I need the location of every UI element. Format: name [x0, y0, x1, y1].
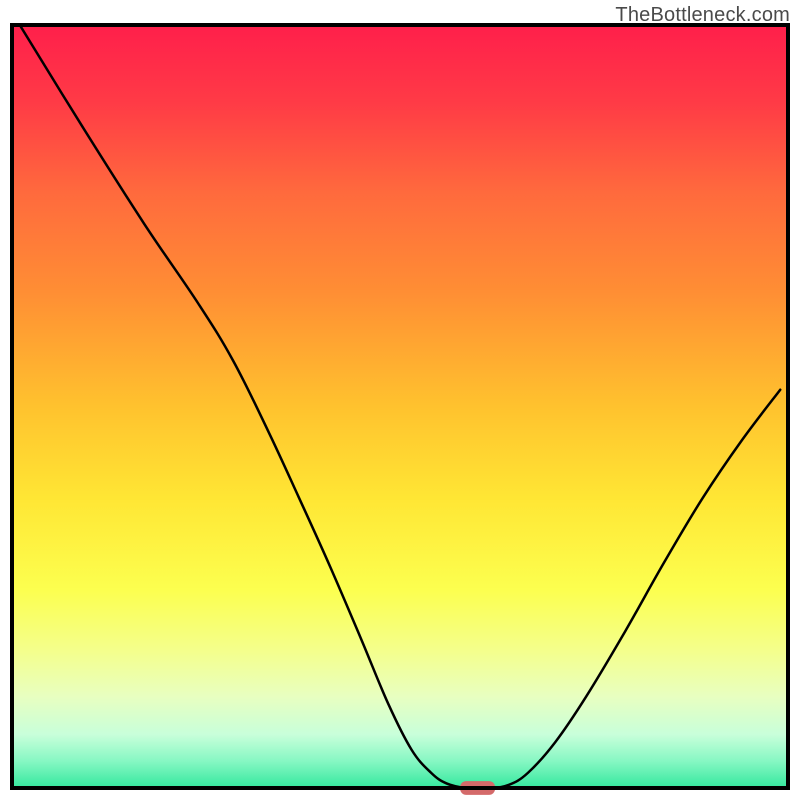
gradient-background — [12, 25, 788, 788]
watermark-text: TheBottleneck.com — [615, 4, 790, 27]
chart-frame: TheBottleneck.com — [0, 0, 800, 800]
bottleneck-chart — [0, 0, 800, 800]
